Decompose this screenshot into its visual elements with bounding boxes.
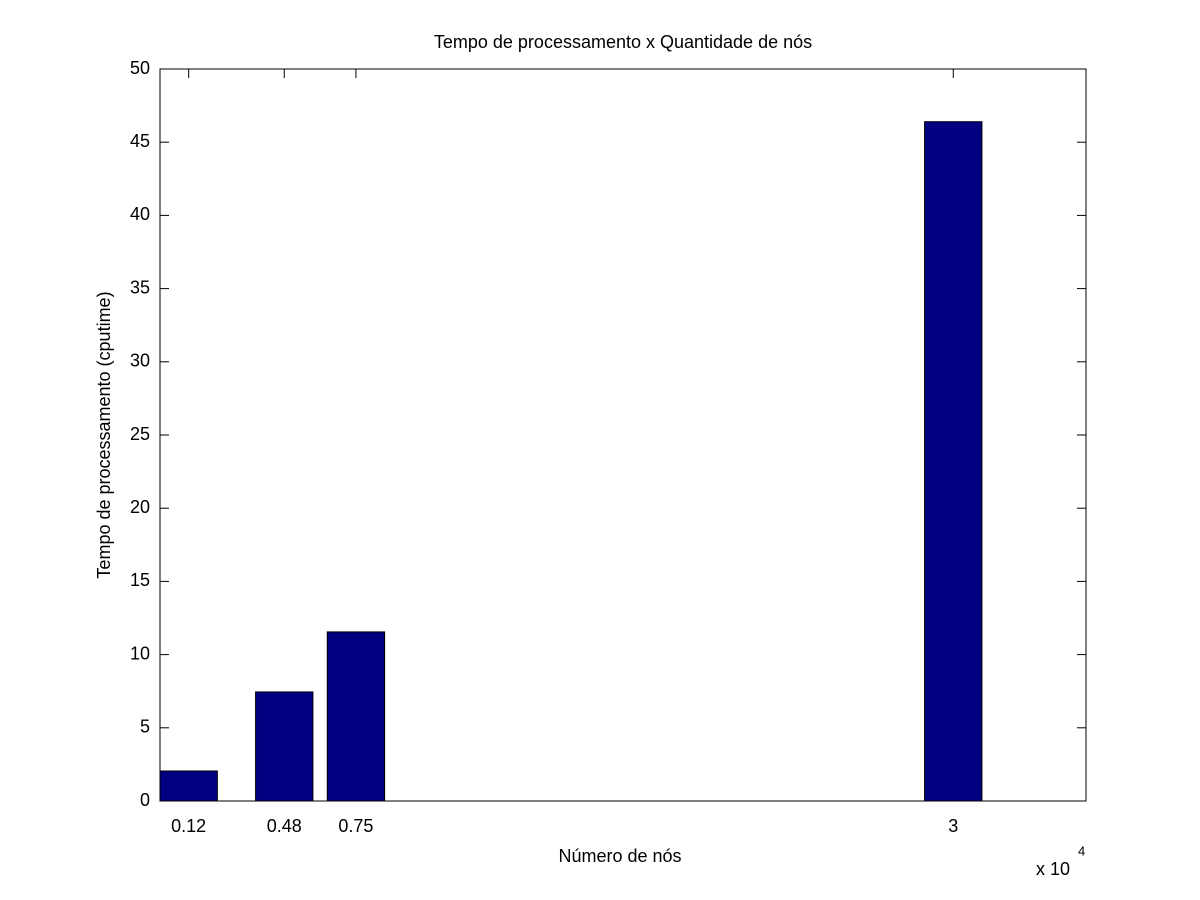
- y-tick-label: 0: [140, 790, 150, 810]
- x-axis-label: Número de nós: [558, 846, 681, 866]
- x-tick-label: 0.12: [171, 816, 206, 836]
- bar: [326, 631, 386, 802]
- y-tick-label: 25: [130, 424, 150, 444]
- x-exponent: 4: [1078, 843, 1085, 858]
- y-tick-label: 20: [130, 497, 150, 517]
- y-tick-label: 35: [130, 277, 150, 297]
- x-tick-label: 0.75: [338, 816, 373, 836]
- bar: [159, 770, 218, 802]
- y-tick-label: 40: [130, 204, 150, 224]
- x-multiplier: x 10: [1036, 859, 1070, 879]
- y-tick-label: 30: [130, 351, 150, 371]
- x-tick-label: 3: [948, 816, 958, 836]
- y-tick-label: 5: [140, 717, 150, 737]
- chart-title: Tempo de processamento x Quantidade de n…: [434, 32, 812, 52]
- bar: [924, 121, 983, 802]
- x-tick-label: 0.48: [267, 816, 302, 836]
- y-axis-label: Tempo de processamento (cputime): [94, 291, 114, 578]
- y-tick-label: 15: [130, 570, 150, 590]
- y-tick-label: 50: [130, 58, 150, 78]
- y-tick-label: 45: [130, 131, 150, 151]
- bar: [255, 691, 314, 802]
- y-tick-label: 10: [130, 643, 150, 663]
